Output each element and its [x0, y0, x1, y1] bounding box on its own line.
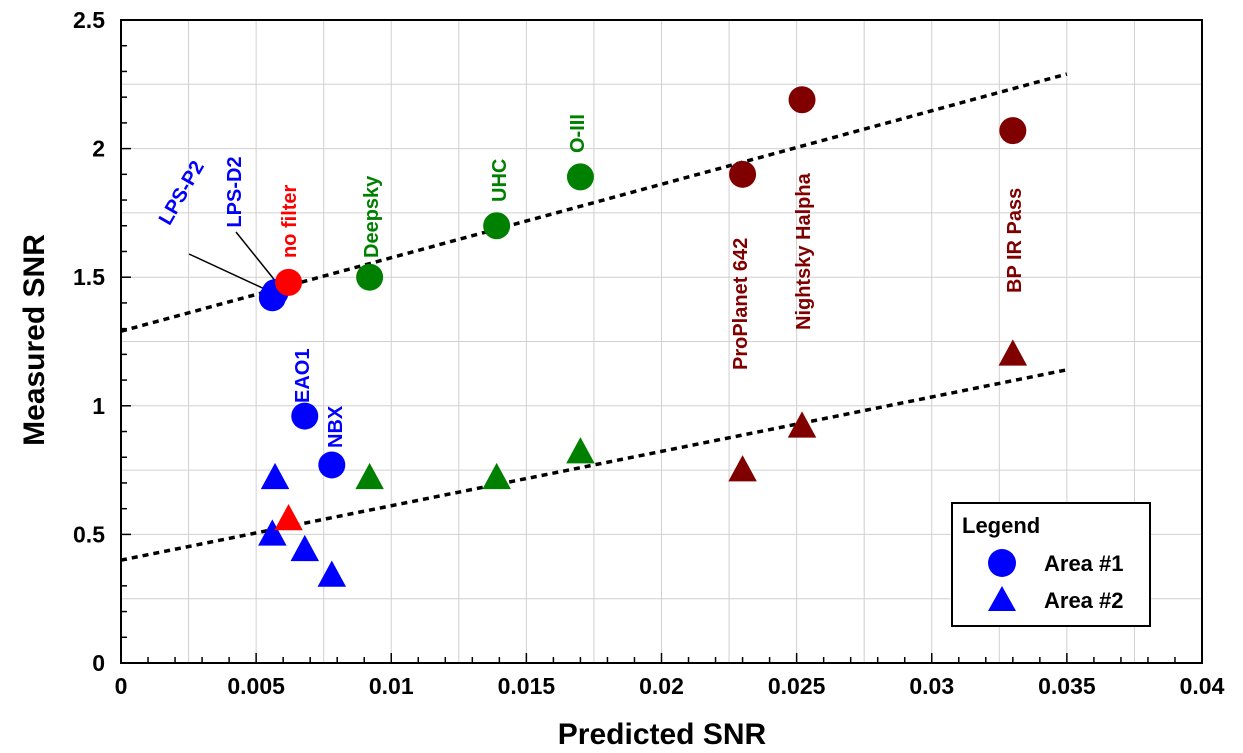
filter-label: EAO1	[292, 349, 314, 403]
area2-point	[274, 503, 303, 531]
legend: Legend Area #1 Area #2	[951, 502, 1151, 627]
area2-point	[787, 411, 817, 438]
leader-line	[235, 231, 276, 282]
trendline	[120, 72, 1068, 333]
x-tick-label: 0.035	[1038, 673, 1096, 699]
filter-annotations: LPS-P2 LPS-D2 no filter EAO1 NBX Deepsky UHC O-…	[155, 114, 1026, 448]
filter-label: Nightsky Halpha	[793, 172, 815, 330]
filter-label: O-III	[567, 114, 589, 153]
tick-labels: 0 0.005 0.01 0.015 0.02 0.025 0.03 0.035 0.04 0 0.…	[73, 7, 1225, 699]
legend-circle-marker	[988, 549, 1016, 577]
y-tick-label: 1.5	[73, 264, 105, 290]
filter-label: LPS-D2	[224, 156, 246, 227]
area2-point	[355, 462, 384, 490]
area1-point	[318, 451, 346, 479]
filter-label: UHC	[489, 159, 511, 202]
legend-title: Legend	[962, 513, 1040, 538]
legend-label-area2: Area #2	[1044, 588, 1124, 613]
x-tick-label: 0.03	[909, 673, 954, 699]
filter-label: NBX	[325, 405, 347, 448]
legend-label-area1: Area #1	[1044, 551, 1124, 576]
trendline	[120, 368, 1068, 562]
area1-point	[483, 212, 511, 240]
y-tick-label: 0.5	[73, 521, 105, 547]
x-axis-title: Predicted SNR	[558, 718, 767, 751]
area2-point	[290, 534, 320, 562]
x-tick-label: 0.04	[1180, 673, 1225, 699]
data-points	[258, 86, 1028, 587]
x-tick-label: 0.025	[768, 673, 826, 699]
x-tick-label: 0.02	[639, 673, 684, 699]
area2-point	[317, 560, 347, 587]
x-tick-label: 0.005	[227, 673, 285, 699]
area1-point	[999, 117, 1027, 145]
area1-point	[788, 86, 816, 114]
axis-ticks	[120, 19, 1203, 664]
area2-point	[998, 339, 1028, 366]
legend-box	[951, 502, 1151, 627]
trendlines	[120, 72, 1068, 562]
y-tick-label: 1	[92, 393, 105, 419]
area2-point	[482, 462, 511, 490]
filter-label: no filter	[279, 184, 301, 258]
area1-point	[729, 160, 757, 188]
area2-point	[258, 519, 287, 546]
filter-label: LPS-P2	[155, 157, 209, 229]
filter-label: ProPlanet 642	[730, 238, 752, 370]
y-tick-label: 2.5	[73, 7, 105, 33]
x-tick-label: 0.015	[498, 673, 556, 699]
y-axis-title: Measured SNR	[18, 234, 51, 446]
area1-point	[275, 268, 303, 296]
area1-point	[566, 163, 594, 191]
area2-point	[260, 462, 290, 490]
x-tick-label: 0	[115, 673, 128, 699]
x-tick-label: 0.01	[369, 673, 414, 699]
area1-point	[291, 402, 319, 430]
area1-point	[356, 263, 384, 291]
y-tick-label: 2	[92, 136, 105, 162]
area2-point	[566, 437, 595, 464]
legend-triangle-marker	[988, 586, 1016, 611]
y-tick-label: 0	[92, 650, 105, 676]
leader-line	[188, 253, 267, 291]
filter-label: Deepsky	[361, 175, 383, 258]
area2-point	[728, 455, 757, 482]
filter-label: BP IR Pass	[1004, 188, 1026, 293]
leader-lines	[188, 231, 276, 291]
